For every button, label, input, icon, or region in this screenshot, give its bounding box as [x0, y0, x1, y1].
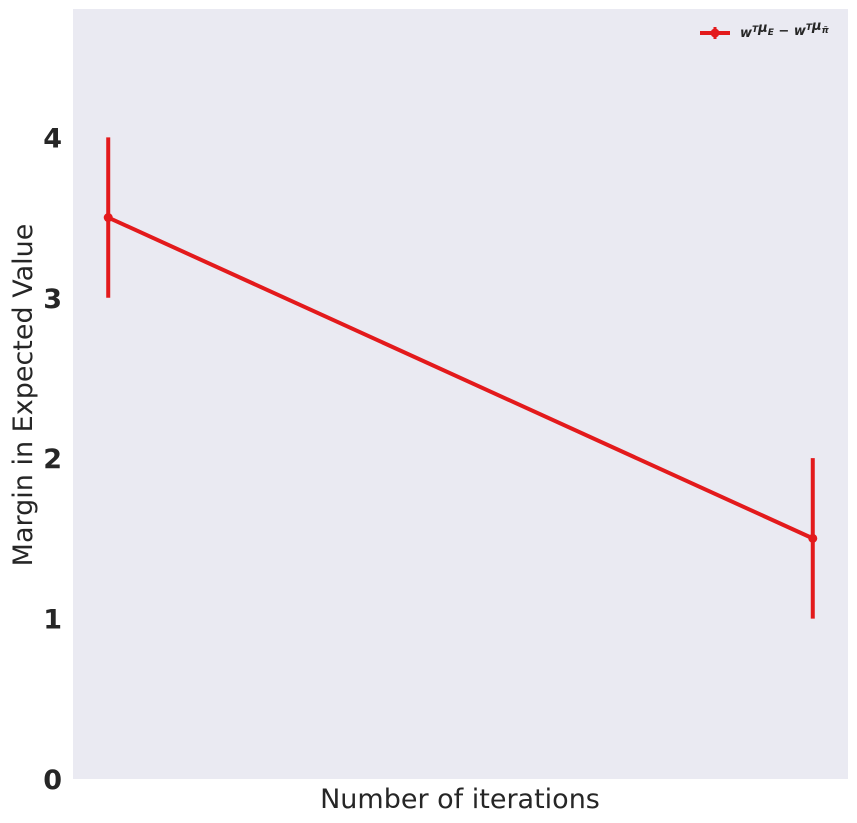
data-point — [103, 213, 113, 223]
legend-entry-label: wTμE − wTμπ̃ — [740, 19, 830, 41]
legend: wTμE − wTμπ̃ — [700, 19, 830, 41]
x-axis-label: Number of iterations — [320, 784, 600, 815]
y-axis-label: Margin in Expected Value — [8, 224, 39, 567]
y-tick-label: 4 — [43, 123, 62, 154]
y-tick-labels: 0 1 2 3 4 — [43, 123, 62, 796]
y-tick-label: 2 — [43, 444, 62, 475]
data-point — [808, 533, 818, 543]
plot-area — [73, 9, 848, 779]
series-layer — [103, 137, 818, 619]
y-tick-label: 0 — [43, 765, 62, 796]
y-tick-label: 3 — [43, 284, 62, 315]
y-tick-label: 1 — [43, 605, 62, 636]
series-line — [107, 215, 814, 541]
